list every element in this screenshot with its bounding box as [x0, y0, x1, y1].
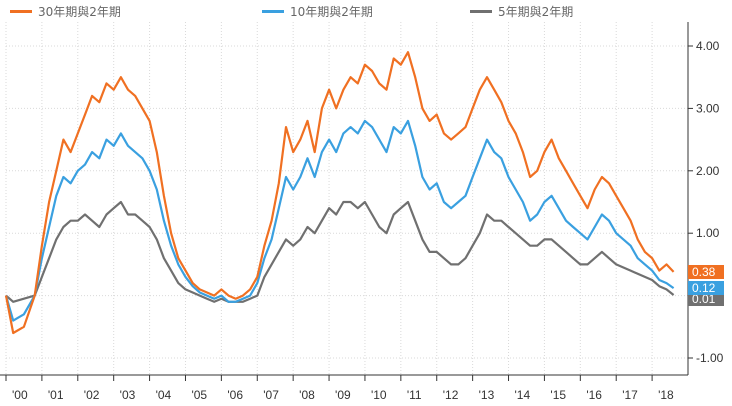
y-tick-label: 4.00	[696, 39, 720, 53]
y-tick-label: -1.00	[696, 351, 724, 365]
x-tick-label: '01	[48, 388, 64, 402]
series-line-0	[4, 51, 675, 335]
legend-swatch-30y	[10, 9, 32, 13]
x-tick-label: '00	[12, 388, 28, 402]
end-labels: 0.010.12 0.38	[688, 265, 724, 306]
legend-item-30y: 30年期與2年期	[10, 2, 121, 20]
end-label-text-1: 0.12	[692, 281, 716, 295]
legend-label-30y: 30年期與2年期	[38, 4, 121, 19]
series-lines	[4, 51, 675, 335]
end-label-box-1	[688, 281, 724, 295]
end-label-text-2: 0.01	[692, 292, 716, 306]
x-tick-label: '15	[550, 388, 566, 402]
x-tick-label: '10	[371, 388, 387, 402]
end-label-box-0	[688, 265, 724, 279]
x-tick-label: '17	[622, 388, 638, 402]
x-tick-label: '16	[586, 388, 602, 402]
grid-lines	[5, 22, 689, 375]
x-tick-label: '03	[120, 388, 136, 402]
tick-labels: 4.00 3.00 2.00 1.00 -1.00 '00 '01 '02 '03 '04 '05 '…	[12, 39, 724, 402]
end-label-1: 0.12	[688, 281, 724, 295]
end-label-box-2	[688, 292, 724, 306]
x-tick-label: '11	[407, 388, 422, 402]
x-tick-label: '14	[515, 388, 531, 402]
legend-item-10y: 10年期與2年期	[262, 2, 373, 20]
legend-swatch-10y	[262, 9, 284, 13]
end-label-text-0: 0.38	[692, 265, 716, 279]
x-tick-label: '08	[299, 388, 315, 402]
series-line-1	[4, 119, 675, 322]
x-tick-label: '12	[443, 388, 459, 402]
end-label-0: 0.38	[688, 265, 724, 279]
series-line-2	[5, 200, 675, 303]
x-tick-label: '13	[479, 388, 495, 402]
legend-swatch-5y	[470, 9, 492, 13]
y-tick-label: 3.00	[696, 101, 720, 115]
x-tick-label: '09	[335, 388, 351, 402]
legend-item-5y: 5年期與2年期	[470, 2, 573, 20]
legend-label-10y: 10年期與2年期	[290, 4, 373, 19]
end-label-2: 0.01	[688, 292, 724, 306]
legend-label-5y: 5年期與2年期	[498, 4, 574, 19]
axes	[0, 22, 693, 381]
y-tick-label: 1.00	[696, 226, 720, 240]
x-tick-label: '05	[191, 388, 207, 402]
x-tick-label: '07	[263, 388, 279, 402]
x-tick-label: '18	[658, 388, 674, 402]
x-tick-label: '06	[227, 388, 243, 402]
x-tick-label: '02	[84, 388, 100, 402]
x-tick-label: '04	[156, 388, 172, 402]
y-tick-label: 2.00	[696, 164, 720, 178]
